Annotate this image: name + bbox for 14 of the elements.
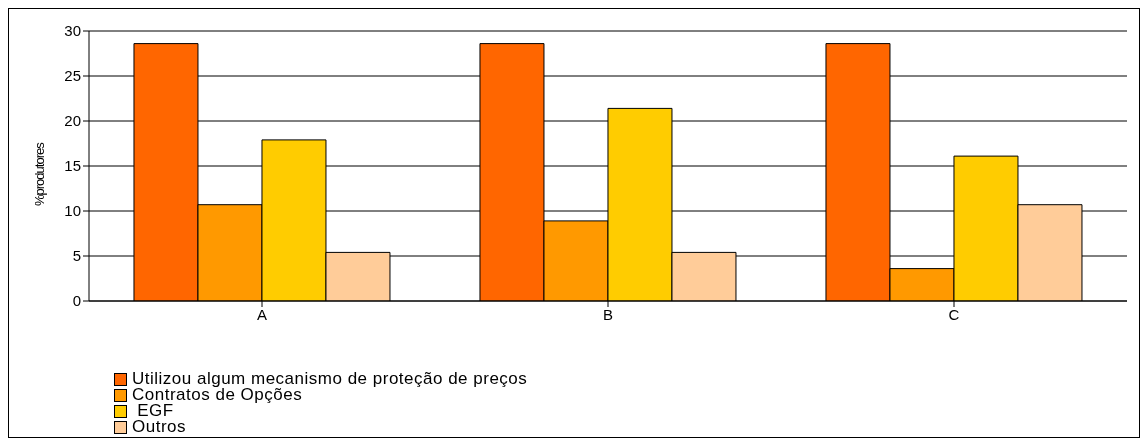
y-tick-label: 0 (72, 292, 81, 310)
y-tick-label: 5 (72, 247, 81, 265)
legend-label: Utilizou algum mecanismo de proteção de preços (132, 369, 528, 388)
y-tick-label: 25 (64, 67, 81, 85)
x-tick-label: B (602, 305, 614, 323)
legend-label: EGF (136, 401, 174, 420)
y-tick-label: 15 (64, 157, 81, 175)
y-axis-title: %produtores (31, 141, 47, 206)
y-tick-label: 30 (64, 22, 81, 40)
x-tick-label: C (948, 305, 960, 323)
y-tick-label: 20 (64, 112, 81, 130)
x-tick-label: A (256, 305, 268, 323)
legend-label: Outros (132, 417, 187, 436)
y-tick-label: 10 (64, 202, 81, 220)
